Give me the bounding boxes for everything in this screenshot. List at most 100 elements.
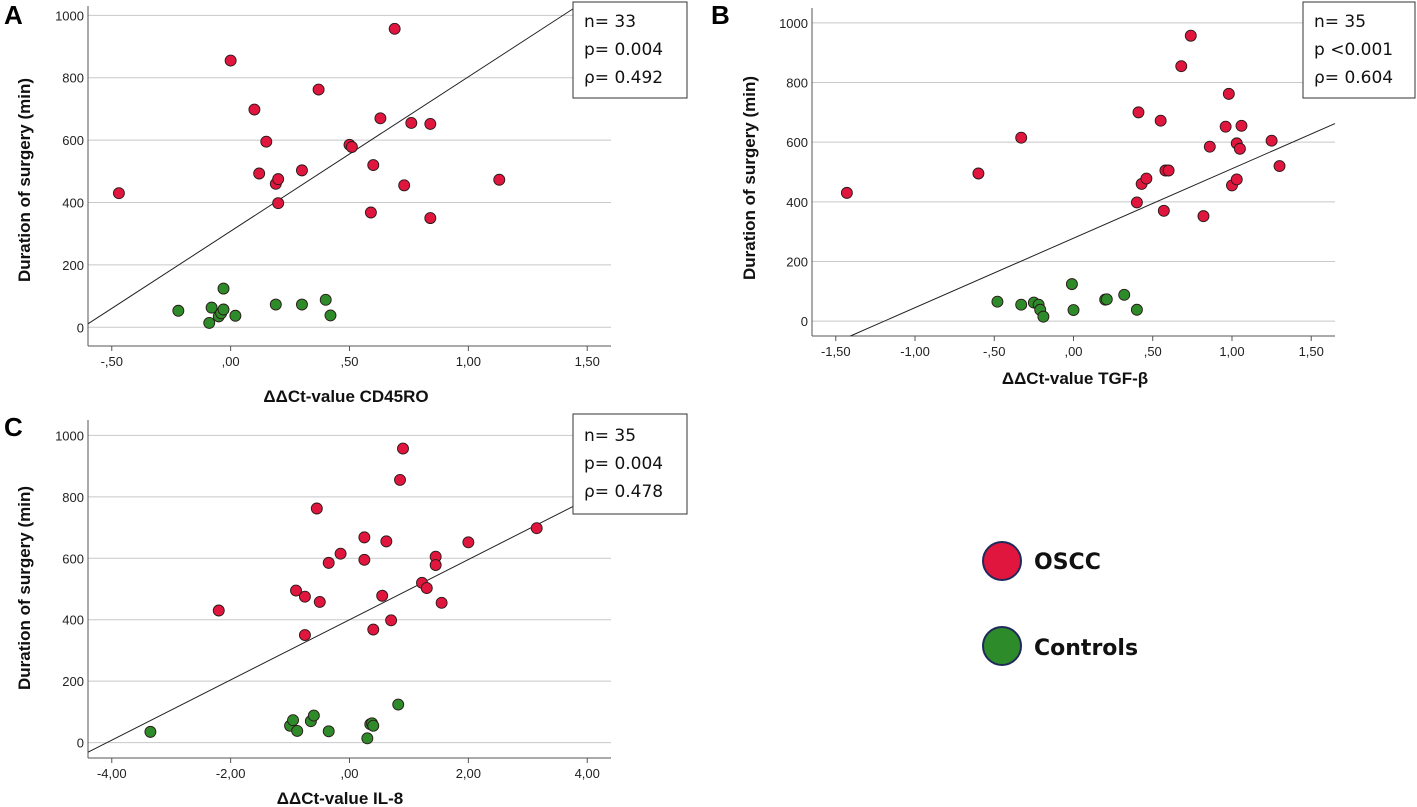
panel-b-control-point (1130, 303, 1143, 316)
panel-a-oscc-point (345, 141, 358, 153)
legend-controls-marker (982, 626, 1022, 666)
panel-c-stat-n: n= 35 (584, 426, 636, 446)
panel-a-oscc-point (388, 22, 401, 35)
panel-b-ytick-label: 600 (786, 135, 808, 150)
panel-a-control-point (319, 293, 332, 306)
panel-a-letter: A (4, 0, 23, 30)
panel-c-plot: 0 200 400 600 800 1000 -4,00 -2,00 ,00 2,00 4,00 (55, 420, 612, 781)
panel-b-oscc-point (1197, 210, 1210, 223)
panel-b-ytick-label: 0 (801, 314, 808, 329)
panel-c-oscc-point (429, 559, 442, 571)
panel-b-control-point (991, 295, 1004, 308)
panel-c-oscc-point (298, 590, 311, 603)
panel-c-letter: C (4, 412, 23, 442)
panel-b-oscc-point (1175, 60, 1188, 73)
panel-c-oscc-point (298, 629, 311, 642)
panel-a-oscc-point (398, 179, 411, 192)
panel-b-stat-p: p <0.001 (1314, 40, 1393, 60)
panel-c-oscc-point (380, 535, 393, 548)
panel-a-oscc-point (272, 197, 285, 210)
panel-a-oscc-point (367, 159, 380, 172)
panel-b-stat-n: n= 35 (1314, 12, 1366, 32)
panel-b-xtick-label: -,50 (983, 344, 1005, 359)
panel-a-ytick-label: 400 (62, 196, 84, 211)
panel-c-xtick-label: -4,00 (97, 766, 127, 781)
panel-c-xtick-label: ,00 (340, 766, 358, 781)
panel-a-oscc-point (312, 83, 325, 96)
panel-b-oscc-point (1235, 119, 1248, 132)
panel-a-oscc-point (296, 164, 308, 177)
panel-a-plot: 0 200 400 600 800 1000 -,50 ,00 ,50 1,00 1,50 (55, 5, 611, 369)
panel-a-oscc-point (364, 206, 377, 219)
panel-c-oscc-point (420, 582, 433, 595)
panel-c-oscc-point (358, 531, 371, 544)
legend-controls-label: Controls (1034, 636, 1138, 661)
panel-c-ytick-label: 600 (62, 551, 84, 566)
panel-c-oscc-point (385, 614, 398, 627)
panel-a-oscc-point (272, 173, 285, 186)
panel-c-ytick-label: 800 (62, 490, 84, 505)
panel-a-ytick-label: 200 (62, 258, 84, 273)
panel-a-stats-box: n= 33 p= 0.004 ρ= 0.492 (572, 1, 688, 99)
panel-a-control-point (217, 303, 230, 316)
panel-c-ytick-label: 200 (62, 674, 84, 689)
panel-b-ytick-label: 800 (786, 76, 808, 91)
panel-c-oscc-point (322, 556, 335, 569)
panel-b-xtick-label: 1,00 (1219, 344, 1244, 359)
panel-a-oscc-point (260, 135, 273, 148)
panel-a-stat-rho: ρ= 0.492 (584, 68, 663, 88)
panel-b-oscc-point (1203, 140, 1216, 153)
panel-a-oscc-point (405, 117, 418, 129)
panel-c-ytick-label: 400 (62, 613, 84, 628)
panel-a-oscc-point (493, 173, 506, 186)
legend: OSCC Controls (982, 541, 1138, 666)
panel-c-oscc-point (397, 442, 409, 455)
panel-b-oscc-point (1233, 142, 1246, 155)
legend-oscc-label: OSCC (1034, 550, 1101, 575)
panel-c-stats-box: n= 35 p= 0.004 ρ= 0.478 (572, 413, 688, 515)
panel-b-xtick-label: ,00 (1064, 344, 1082, 359)
panel-c-oscc-point (367, 623, 380, 636)
panel-b-xtick-label: -1,50 (821, 344, 851, 359)
panel-c-xtick-label: -2,00 (216, 766, 246, 781)
panel-c-stat-p: p= 0.004 (584, 454, 663, 474)
panel-c-stat-rho: ρ= 0.478 (584, 482, 663, 502)
panel-b-control-point (1037, 310, 1050, 323)
panel-a-ytick-label: 800 (62, 71, 84, 86)
panel-b-oscc-point (1184, 29, 1197, 42)
panel-b-fit-line (850, 123, 1336, 337)
panel-b-oscc-point (1130, 196, 1143, 209)
panel-c-fit-line (87, 486, 612, 753)
panel-c-oscc-point (310, 502, 323, 515)
panel-c-oscc-point (530, 522, 543, 535)
panel-a-oscc-point (253, 167, 266, 180)
panel-a-control-point (203, 316, 216, 329)
panel-b-stat-rho: ρ= 0.604 (1314, 68, 1393, 88)
panel-b-control-point (1067, 304, 1080, 317)
panel-c-oscc-point (334, 547, 347, 560)
panel-c-control-point (322, 725, 335, 738)
panel-a: 0 200 400 600 800 1000 -,50 ,00 ,50 1,00 1,50 A Du… (4, 0, 688, 406)
panel-c-control-point (367, 719, 380, 732)
panel-a-control-point (229, 309, 242, 322)
panel-b-control-point (1100, 293, 1113, 306)
panel-c-xtick-label: 4,00 (575, 766, 600, 781)
panel-a-ytick-label: 600 (62, 133, 84, 148)
panel-c-control-point (291, 725, 304, 737)
panel-a-oscc-point (112, 187, 125, 200)
panel-b-ytick-label: 400 (786, 195, 808, 210)
panel-c-oscc-point (462, 536, 475, 549)
panel-a-control-point (205, 301, 218, 314)
panel-c-ylabel: Duration of surgery (min) (15, 486, 34, 690)
panel-b-control-point (1065, 278, 1078, 291)
panel-b-xtick-label: ,50 (1144, 344, 1162, 359)
panel-b-ylabel: Duration of surgery (min) (740, 76, 759, 280)
panel-b-oscc-point (972, 167, 985, 180)
panel-b-oscc-point (1265, 134, 1278, 147)
panel-c-control-point (144, 725, 157, 738)
panel-a-oscc-point (424, 212, 437, 225)
panel-b-xtick-label: -1,00 (900, 344, 930, 359)
panel-a-control-point (296, 298, 308, 311)
panel-c-oscc-point (435, 596, 448, 609)
